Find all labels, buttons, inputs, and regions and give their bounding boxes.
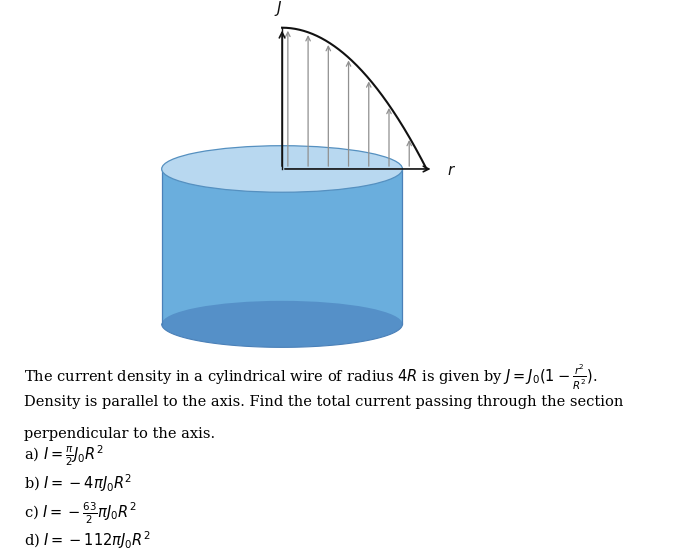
Ellipse shape: [162, 301, 402, 347]
Text: $r$: $r$: [447, 162, 456, 178]
Text: d) $I = -112\pi J_0 R^2$: d) $I = -112\pi J_0 R^2$: [24, 530, 151, 551]
Polygon shape: [162, 169, 402, 324]
Ellipse shape: [162, 146, 402, 192]
Text: a) $I = \frac{\pi}{2}J_0R^2$: a) $I = \frac{\pi}{2}J_0R^2$: [24, 443, 104, 468]
Text: The current density in a cylindrical wire of radius $4R$ is given by $J = J_0(1 : The current density in a cylindrical wir…: [24, 363, 598, 392]
Text: Density is parallel to the axis. Find the total current passing through the sect: Density is parallel to the axis. Find th…: [24, 395, 623, 409]
Text: perpendicular to the axis.: perpendicular to the axis.: [24, 427, 215, 441]
Text: c) $I = -\frac{63}{2}\pi J_0 R^2$: c) $I = -\frac{63}{2}\pi J_0 R^2$: [24, 501, 136, 526]
Text: $J$: $J$: [275, 0, 283, 18]
Text: b) $I = -4\pi J_0 R^2$: b) $I = -4\pi J_0 R^2$: [24, 472, 132, 494]
